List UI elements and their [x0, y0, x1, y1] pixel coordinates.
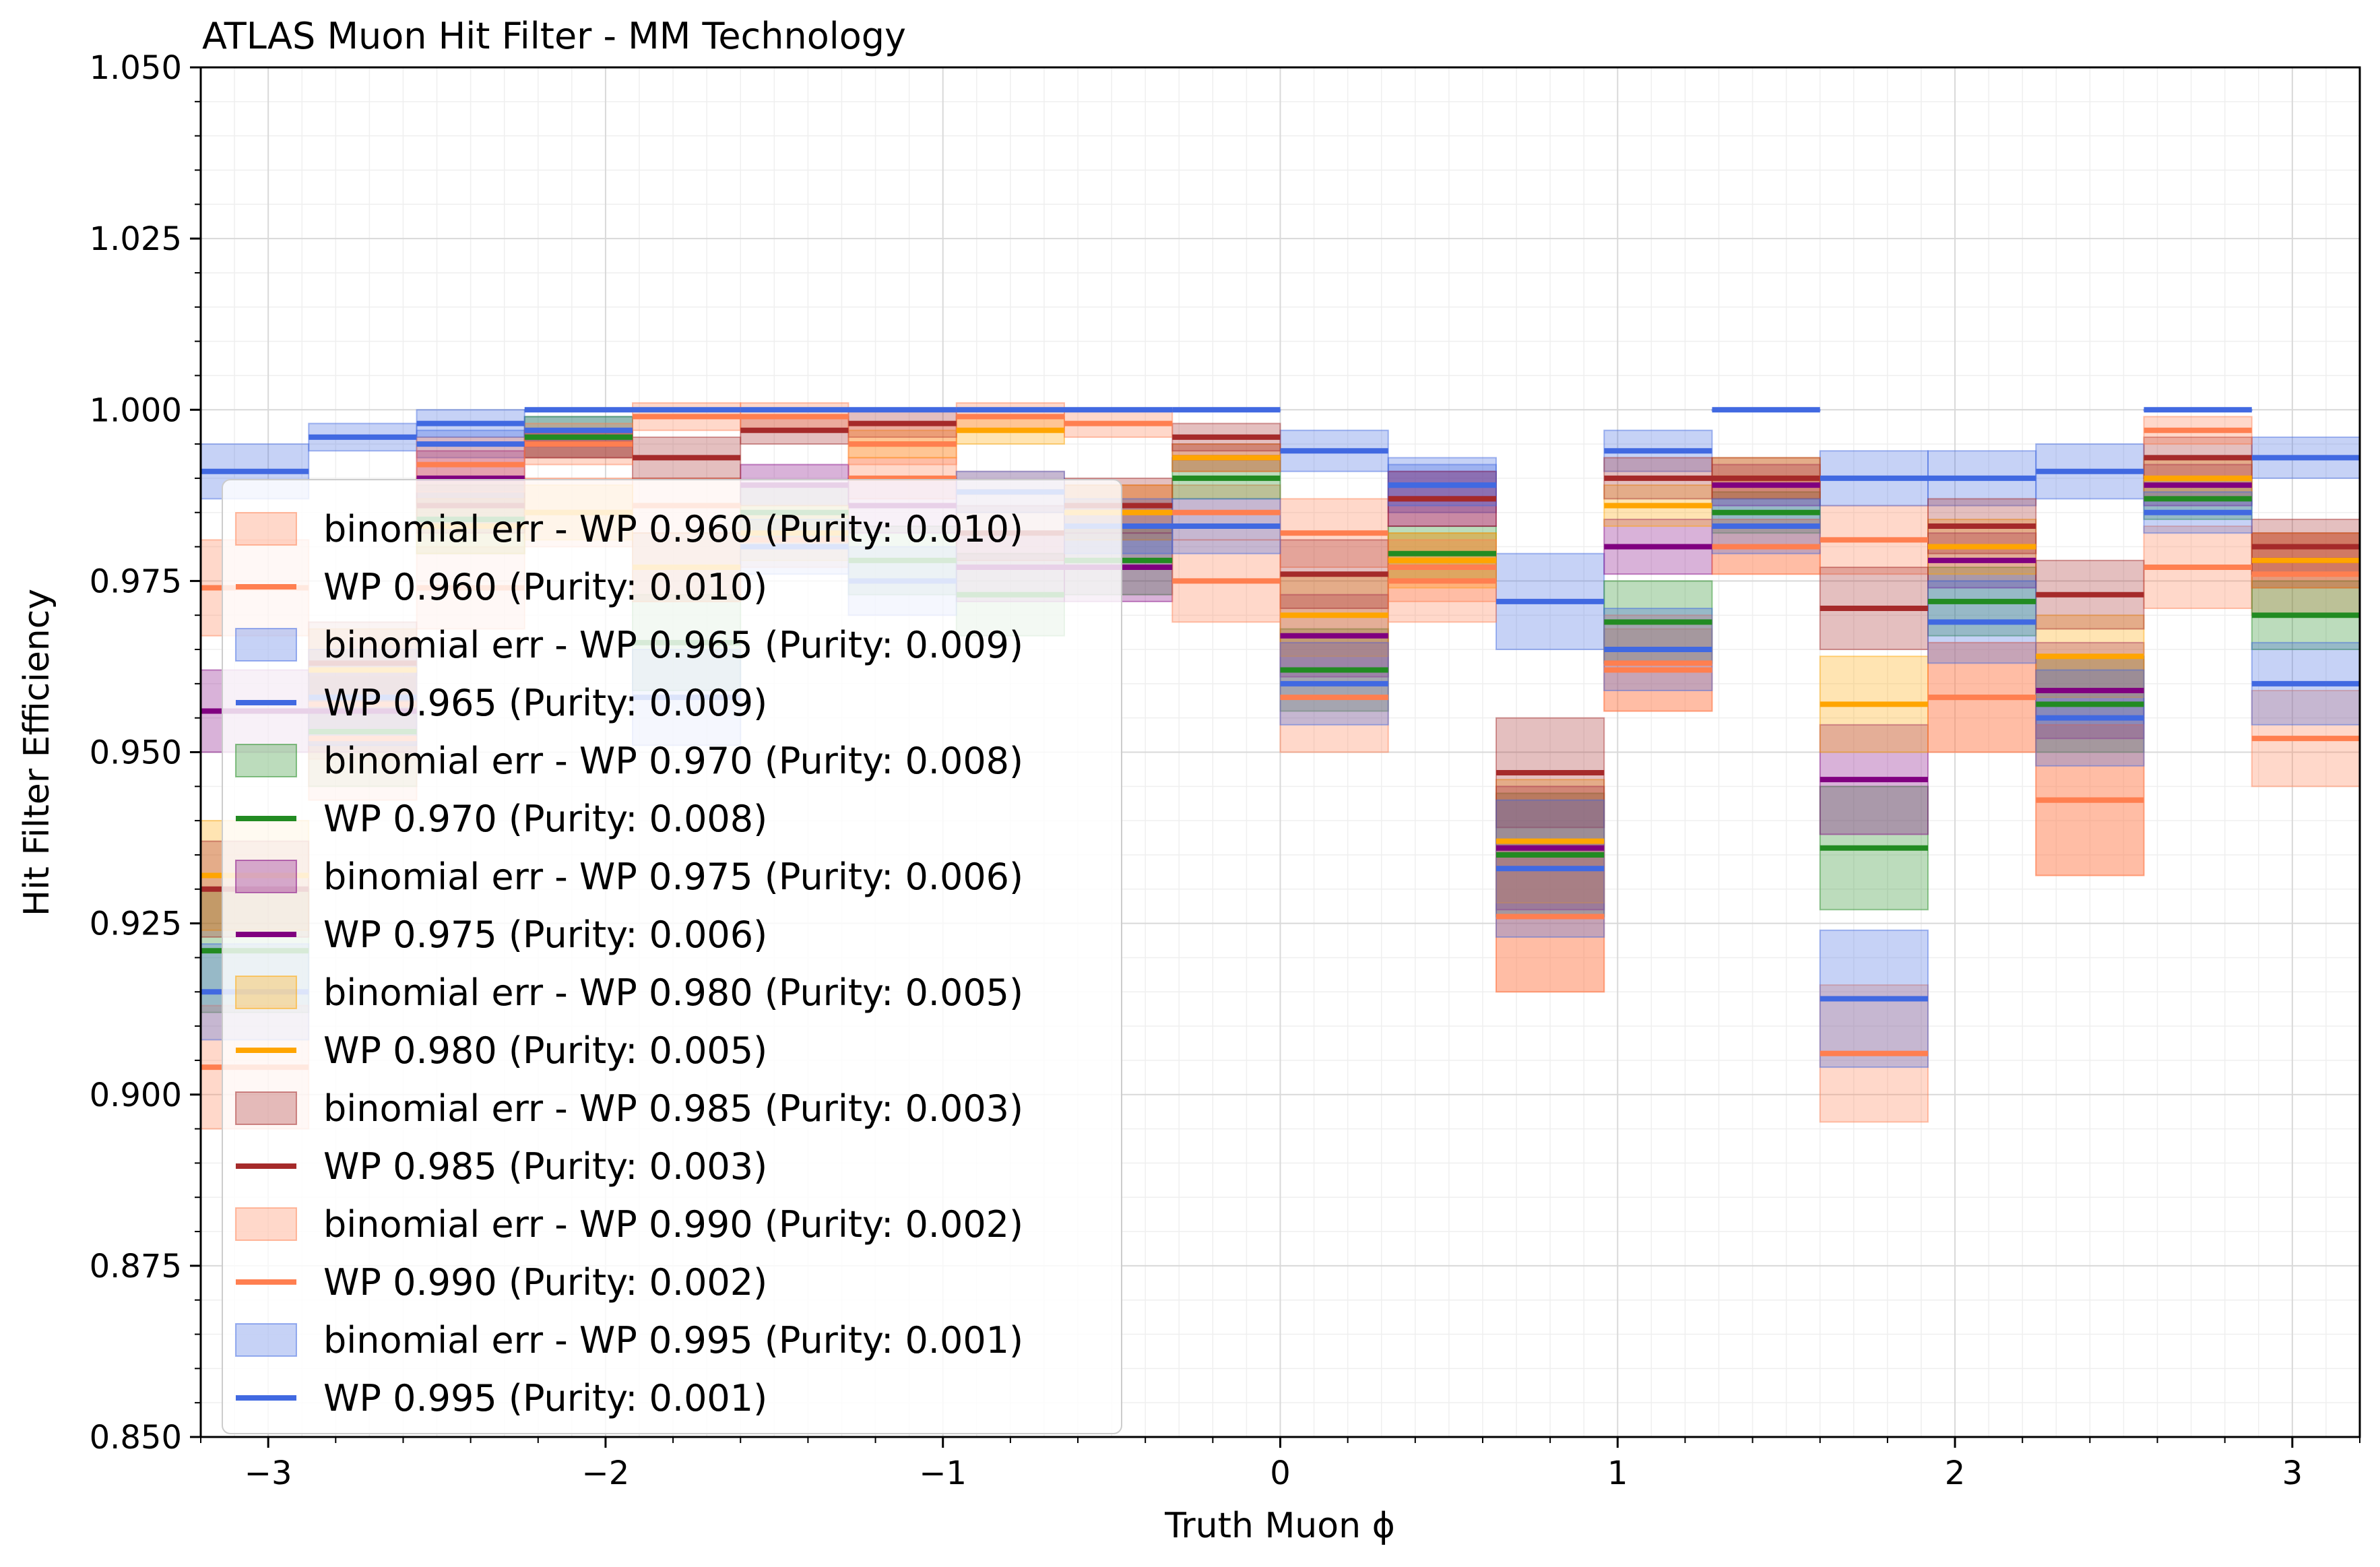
y-tick-label: 0.900 — [90, 1077, 182, 1114]
legend-box — [222, 479, 1122, 1434]
legend-band-swatch — [235, 1091, 297, 1125]
legend-band-swatch — [235, 628, 297, 662]
legend-label: binomial err - WP 0.985 (Purity: 0.003) — [323, 1087, 1023, 1130]
legend-band-swatch — [235, 512, 297, 546]
legend-label: binomial err - WP 0.975 (Purity: 0.006) — [323, 856, 1023, 898]
legend-label: WP 0.960 (Purity: 0.010) — [323, 566, 767, 608]
x-tick-label: −2 — [582, 1454, 630, 1492]
legend-label: WP 0.970 (Purity: 0.008) — [323, 798, 767, 840]
x-tick-label: −1 — [919, 1454, 967, 1492]
y-tick-label: 0.875 — [90, 1248, 182, 1285]
legend-label: binomial err - WP 0.990 (Purity: 0.002) — [323, 1203, 1023, 1246]
legend-label: WP 0.985 (Purity: 0.003) — [323, 1145, 767, 1188]
chart-title: ATLAS Muon Hit Filter - MM Technology — [202, 15, 906, 57]
legend-label: binomial err - WP 0.965 (Purity: 0.009) — [323, 624, 1023, 666]
x-tick-label: 2 — [1945, 1454, 1966, 1492]
y-tick-label: 0.950 — [90, 734, 182, 772]
legend-band-swatch — [235, 860, 297, 893]
y-tick-label: 0.925 — [90, 905, 182, 943]
legend-label: binomial err - WP 0.970 (Purity: 0.008) — [323, 740, 1023, 782]
legend-label: WP 0.990 (Purity: 0.002) — [323, 1261, 767, 1304]
legend-label: binomial err - WP 0.960 (Purity: 0.010) — [323, 508, 1023, 550]
legend-band-swatch — [235, 1323, 297, 1357]
x-tick-label: −3 — [245, 1454, 292, 1492]
y-tick-label: 1.000 — [90, 391, 182, 429]
legend: binomial err - WP 0.960 (Purity: 0.010) W… — [222, 479, 1122, 1434]
legend-band-swatch — [235, 1207, 297, 1241]
legend-label: WP 0.965 (Purity: 0.009) — [323, 682, 767, 724]
y-axis: 0.850 0.875 0.900 0.925 0.950 0.975 1.000 1.025… — [90, 49, 201, 1457]
y-axis-label: Hit Filter Efficiency — [17, 589, 57, 916]
y-tick-label: 1.050 — [90, 49, 182, 87]
legend-label: WP 0.980 (Purity: 0.005) — [323, 1029, 767, 1072]
legend-label: WP 0.995 (Purity: 0.001) — [323, 1377, 767, 1419]
x-axis: −3 −2 −1 0 1 2 3 — [200, 1437, 2360, 1492]
x-tick-label: 0 — [1270, 1454, 1291, 1492]
x-axis-label: Truth Muon ϕ — [1164, 1506, 1395, 1546]
y-tick-label: 1.025 — [90, 220, 182, 258]
legend-label: binomial err - WP 0.980 (Purity: 0.005) — [323, 971, 1023, 1014]
legend-band-swatch — [235, 976, 297, 1009]
legend-label: WP 0.975 (Purity: 0.006) — [323, 914, 767, 956]
x-tick-label: 1 — [1607, 1454, 1628, 1492]
x-tick-label: 3 — [2282, 1454, 2303, 1492]
legend-label: binomial err - WP 0.995 (Purity: 0.001) — [323, 1319, 1023, 1362]
y-tick-label: 0.850 — [90, 1419, 182, 1457]
legend-band-swatch — [235, 744, 297, 777]
y-tick-label: 0.975 — [90, 563, 182, 600]
